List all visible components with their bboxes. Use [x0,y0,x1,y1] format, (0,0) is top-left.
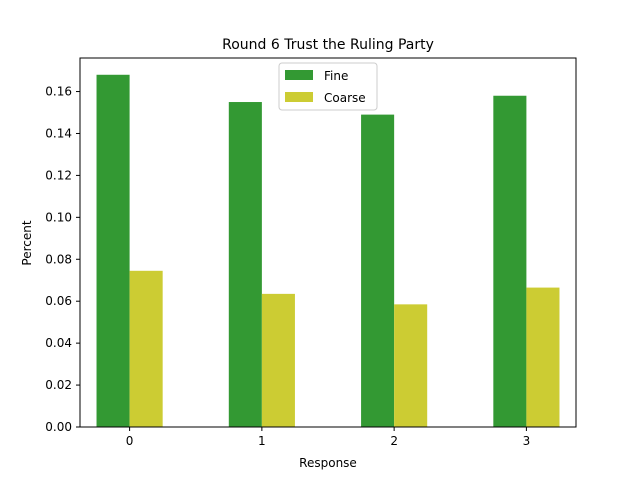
x-tick-label: 3 [523,434,531,448]
x-tick-label: 0 [126,434,134,448]
bar-fine-3 [493,95,527,428]
legend-swatch-coarse [285,92,313,102]
bar-coarse-0 [129,270,163,427]
bar-coarse-3 [526,287,560,427]
y-tick-label: 0.00 [45,420,72,434]
legend-label-fine: Fine [324,69,348,83]
x-tick-label: 1 [258,434,266,448]
y-axis-label: Percent [20,220,34,265]
bar-coarse-2 [394,304,428,427]
chart-title: Round 6 Trust the Ruling Party [222,37,434,53]
y-tick-label: 0.12 [45,168,72,182]
x-axis-label: Response [299,456,357,470]
y-tick-label: 0.06 [45,294,72,308]
y-tick-label: 0.08 [45,252,72,266]
x-axis: 0 1 2 3 [126,427,530,448]
y-tick-label: 0.04 [45,336,72,350]
bar-fine-2 [361,114,395,428]
bar-fine-1 [228,102,262,427]
y-tick-label: 0.16 [45,85,72,99]
y-tick-label: 0.10 [45,210,72,224]
bar-fine-0 [96,74,130,428]
bar-coarse-1 [261,293,295,427]
plot-frame [79,57,577,428]
x-tick-label: 2 [390,434,398,448]
y-tick-label: 0.02 [45,378,72,392]
bars-layer [96,74,560,428]
legend: Fine Coarse [278,62,378,111]
legend-swatch-fine [285,70,313,80]
legend-label-coarse: Coarse [324,91,366,105]
y-tick-label: 0.14 [45,126,72,140]
y-axis: 0.00 0.02 0.04 0.06 0.08 0.10 0.12 0.14 0.16 [45,85,80,434]
